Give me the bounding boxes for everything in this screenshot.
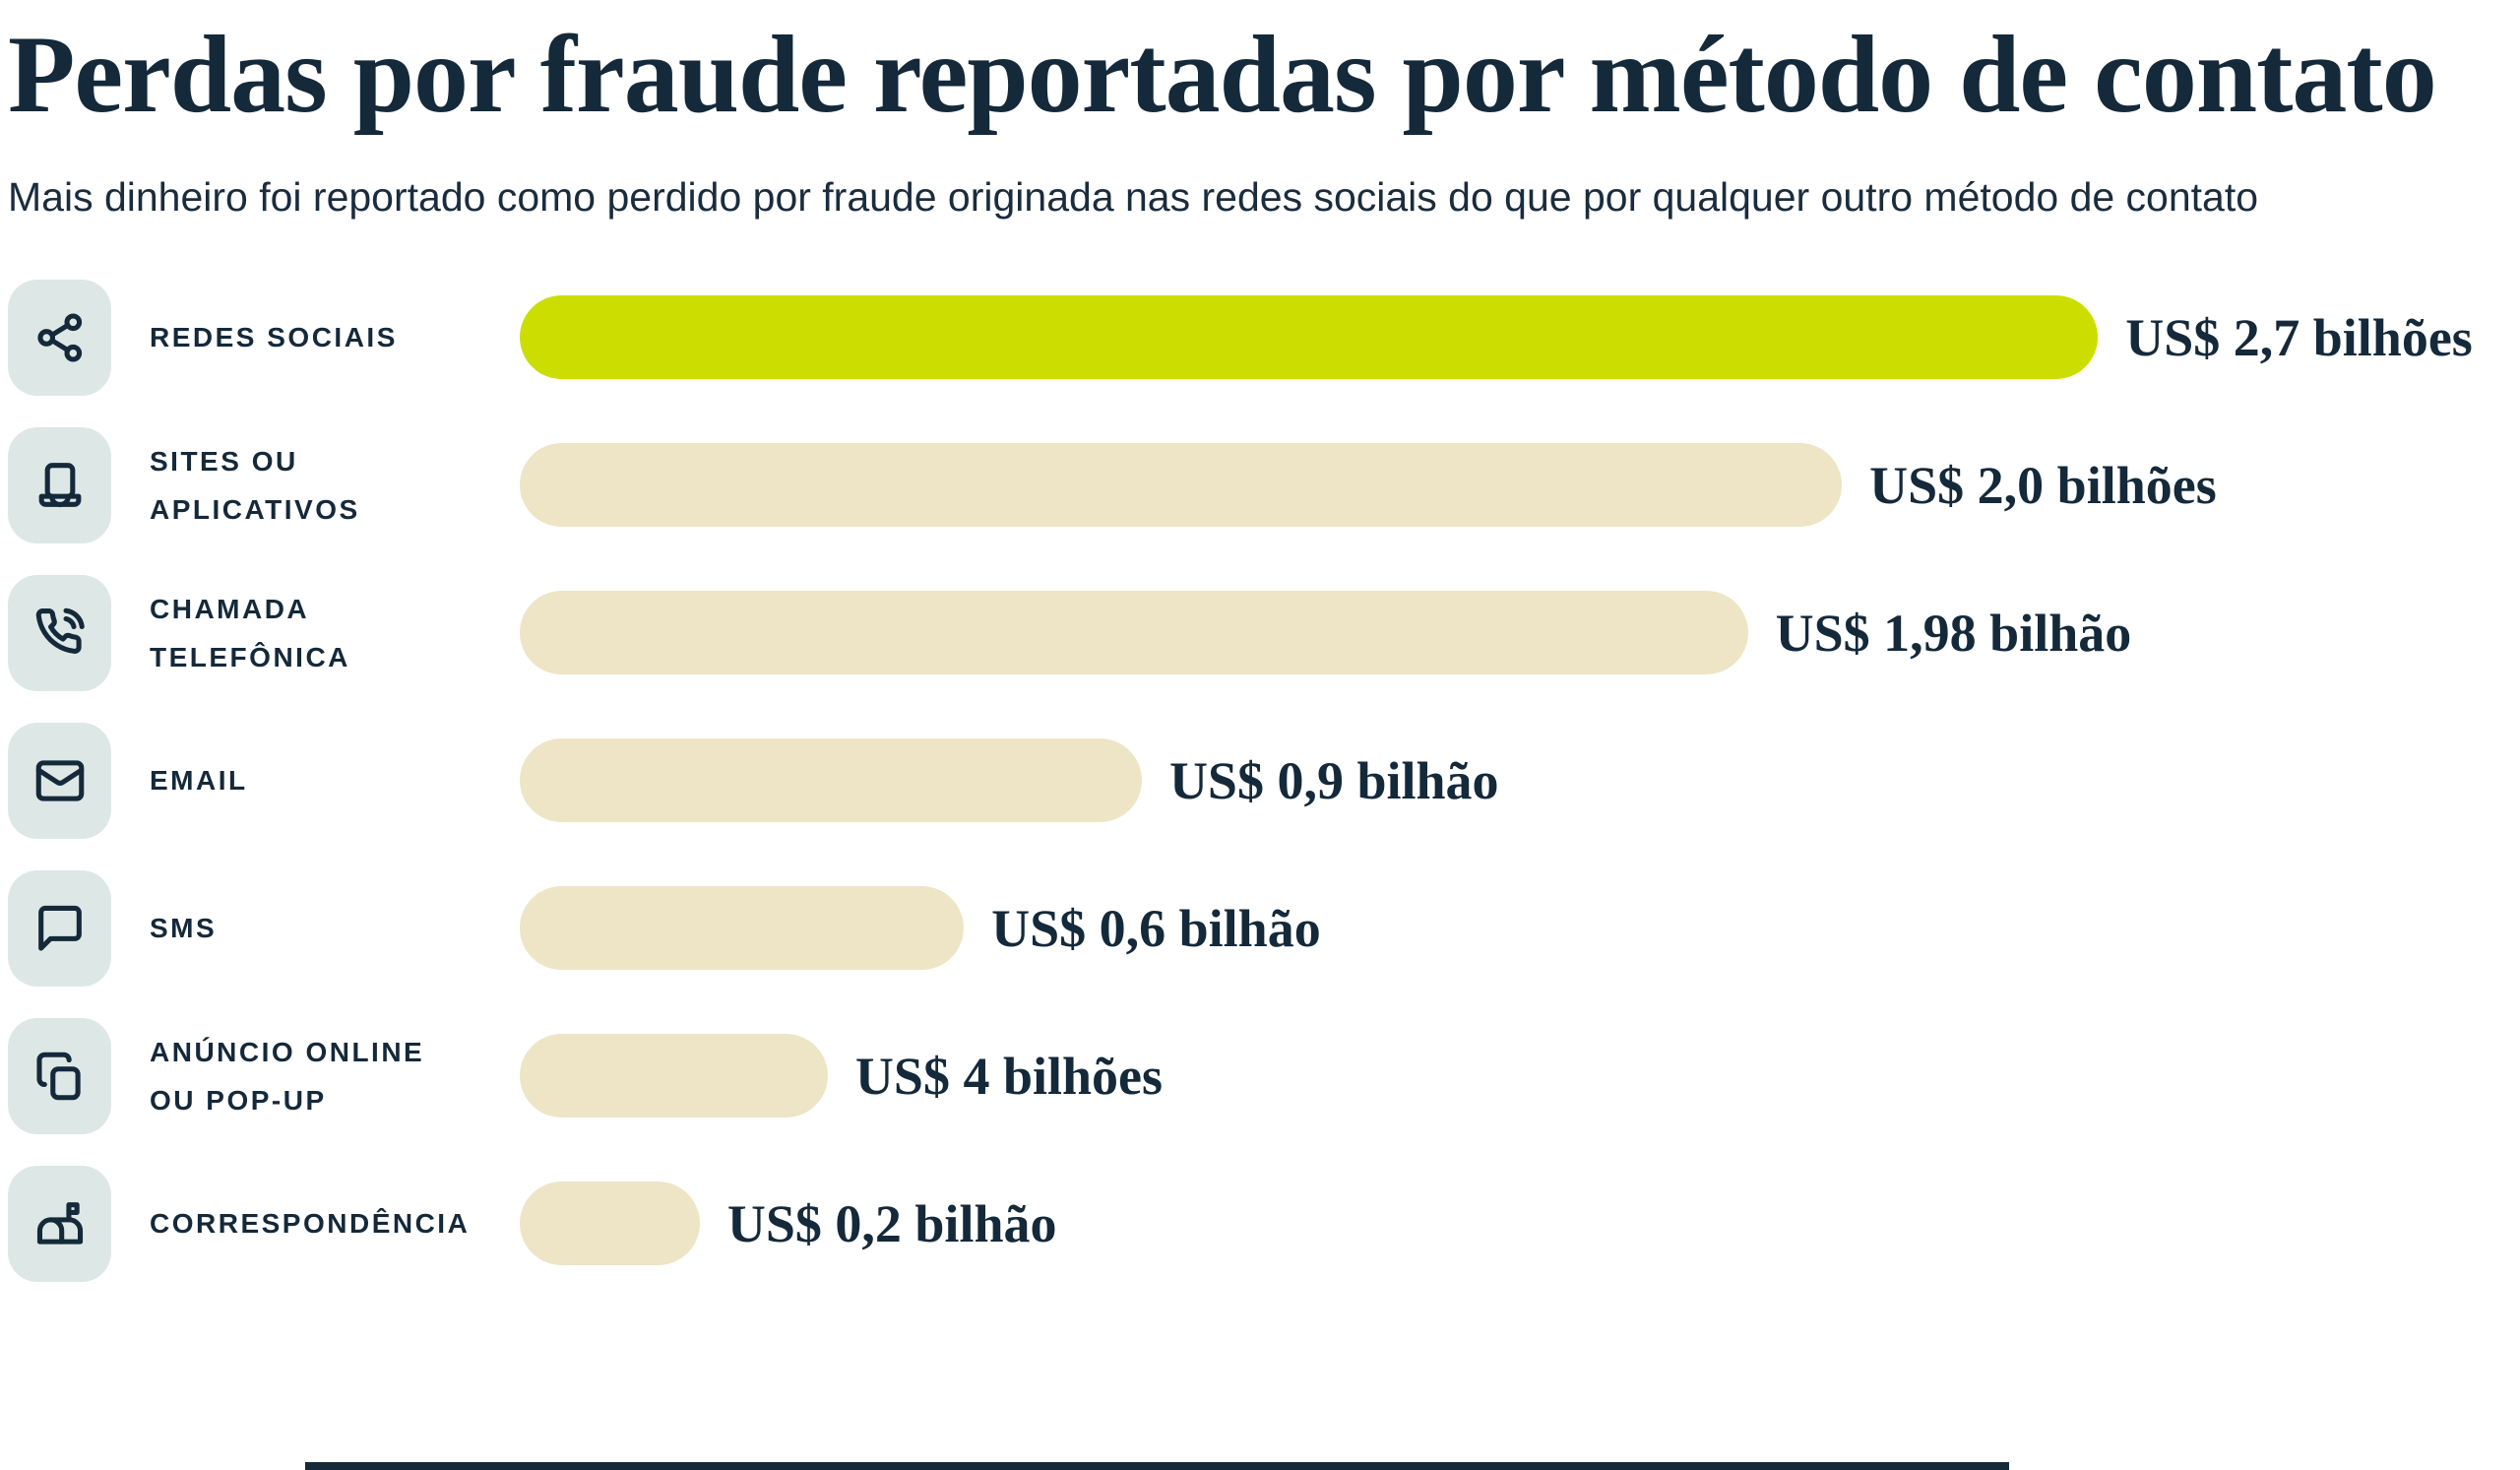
category-label: CORRESPONDÊNCIA xyxy=(150,1208,471,1240)
share-icon xyxy=(36,313,82,362)
bar xyxy=(520,1034,828,1118)
bar xyxy=(520,295,2099,380)
bar xyxy=(520,591,1748,675)
bar-track: US$ 4 bilhões xyxy=(520,1034,2520,1118)
category-label: REDES SOCIAIS xyxy=(150,322,398,353)
icon-tile xyxy=(8,1017,111,1134)
value-label: US$ 0,6 bilhão xyxy=(991,898,1321,958)
bar-track: US$ 0,9 bilhão xyxy=(520,738,2520,823)
laptop-icon xyxy=(38,463,81,507)
value-label: US$ 2,0 bilhões xyxy=(1869,455,2217,515)
mailbox-icon xyxy=(36,1202,83,1245)
icon-tile xyxy=(8,574,111,691)
bar xyxy=(520,443,1843,528)
icon-tile xyxy=(8,869,111,987)
popup-ad-icon xyxy=(35,1052,81,1101)
bar-track: US$ 0,2 bilhão xyxy=(520,1182,2520,1266)
bottom-accent-strip xyxy=(305,1462,2009,1470)
value-label: US$ 1,98 bilhão xyxy=(1775,603,2132,663)
value-label: US$ 4 bilhões xyxy=(854,1046,1164,1106)
bar xyxy=(520,886,965,971)
bar xyxy=(520,1182,700,1266)
value-label: US$ 0,2 bilhão xyxy=(726,1193,1057,1253)
icon-tile xyxy=(8,722,111,839)
bar-row-correspondencia: CORRESPONDÊNCIA US$ 0,2 bilhão xyxy=(0,1150,2520,1298)
page-subtitle: Mais dinheiro foi reportado como perdido… xyxy=(8,174,2259,220)
mail-icon xyxy=(35,760,84,801)
category-label: SITES OU APLICATIVOS xyxy=(150,445,360,525)
icon-tile xyxy=(8,1165,111,1282)
message-sms-icon xyxy=(37,905,82,951)
value-label: US$ 2,7 bilhões xyxy=(2125,307,2473,367)
category-label: CHAMADA TELEFÔNICA xyxy=(150,593,350,672)
bar-row-sites-ou-aplicativos: SITES OU APLICATIVOS US$ 2,0 bilhões xyxy=(0,412,2520,559)
category-label: ANÚNCIO ONLINE OU POP-UP xyxy=(150,1036,425,1116)
bar-row-email: EMAIL US$ 0,9 bilhão xyxy=(0,707,2520,855)
category-label: EMAIL xyxy=(150,765,248,797)
icon-tile xyxy=(8,426,111,543)
icon-tile xyxy=(8,279,111,396)
fraud-losses-bar-chart: REDES SOCIAIS US$ 2,7 bilhões SITES OU A… xyxy=(0,264,2520,1298)
value-label: US$ 0,9 bilhão xyxy=(1168,750,1499,810)
bar-track: US$ 2,0 bilhões xyxy=(520,443,2520,528)
bar-row-anuncio-online-ou-pop-up: ANÚNCIO ONLINE OU POP-UP US$ 4 bilhões xyxy=(0,1002,2520,1150)
category-label: SMS xyxy=(150,913,218,944)
bar-row-redes-sociais: REDES SOCIAIS US$ 2,7 bilhões xyxy=(0,264,2520,412)
chart-header: Perdas por fraude reportadas por método … xyxy=(0,0,2520,236)
page-title: Perdas por fraude reportadas por método … xyxy=(8,14,2437,136)
bar xyxy=(520,738,1142,823)
bar-track: US$ 1,98 bilhão xyxy=(520,591,2520,675)
bar-track: US$ 0,6 bilhão xyxy=(520,886,2520,971)
bar-track: US$ 2,7 bilhões xyxy=(520,295,2520,380)
phone-call-icon xyxy=(35,607,85,654)
bar-row-chamada-telefonica: CHAMADA TELEFÔNICA US$ 1,98 bilhão xyxy=(0,559,2520,707)
bar-row-sms: SMS US$ 0,6 bilhão xyxy=(0,855,2520,1002)
